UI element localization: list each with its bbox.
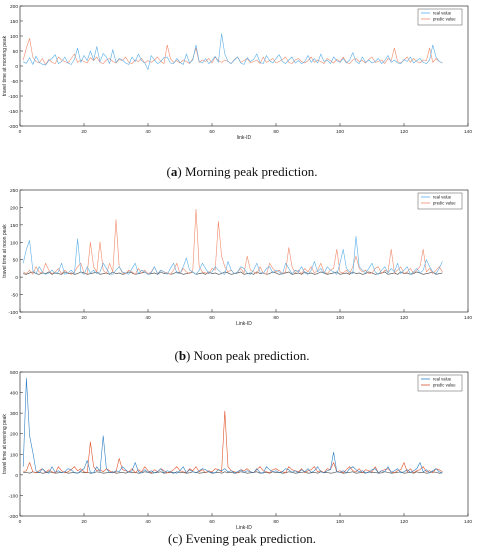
x-tick-label: 20 — [81, 315, 87, 321]
x-tick-label: 120 — [400, 129, 408, 135]
y-tick-label: 300 — [10, 411, 18, 417]
y-tick-label: -100 — [8, 493, 18, 499]
y-tick-label: 500 — [10, 370, 18, 376]
y-tick-label: 100 — [10, 240, 18, 246]
x-tick-label: 120 — [400, 519, 408, 525]
x-tick-label: 80 — [273, 315, 279, 321]
y-tick-label: 0 — [15, 275, 18, 281]
x-tick-label: 80 — [273, 129, 279, 135]
x-tick-label: 80 — [273, 519, 279, 525]
x-tick-label: 20 — [81, 129, 87, 135]
legend-entry: real value — [433, 195, 452, 200]
caption-a: (a) Morning peak prediction. — [166, 164, 318, 179]
y-tick-label: 250 — [10, 188, 18, 194]
x-axis-label: Link-ID — [236, 321, 252, 327]
x-tick-label: 0 — [19, 519, 22, 525]
y-tick-label: -100 — [8, 310, 18, 316]
series-line-predic-value — [23, 410, 443, 474]
caption-b: (b) Noon peak prediction. — [174, 348, 310, 363]
x-tick-label: 60 — [209, 129, 215, 135]
plot-frame — [19, 371, 469, 517]
y-axis-label: travel time at morning peak — [2, 35, 8, 96]
morning-peak-chart: -200 -150 -100 -50 0 50 100 150 200 0 20 40 60 80 100 1… — [2, 4, 472, 141]
x-tick-label: 60 — [209, 519, 215, 525]
x-tick-label: 140 — [464, 519, 472, 525]
series-line-unlabeled — [23, 271, 443, 275]
x-tick-label: 100 — [336, 519, 344, 525]
caption-c: (c) Evening peak prediction. — [168, 531, 316, 546]
x-tick-label: 120 — [400, 315, 408, 321]
legend-entry: predic value — [433, 17, 456, 22]
noon-peak-chart: -100 -50 0 50 100 150 200 250 0 20 40 60 80 100 120 140… — [2, 188, 472, 327]
y-axis-label: travel time at noon peak — [2, 224, 8, 278]
series-line-real-value — [22, 377, 443, 474]
x-tick-label: 40 — [145, 129, 151, 135]
y-tick-label: 0 — [15, 473, 18, 479]
y-tick-label: 100 — [10, 34, 18, 40]
series-line-real-value — [23, 33, 443, 70]
y-tick-label: 200 — [10, 432, 18, 438]
y-tick-label: 400 — [10, 391, 18, 397]
x-axis-label: Link-ID — [236, 525, 252, 530]
series-line-real-value — [22, 236, 443, 275]
y-tick-label: 200 — [10, 205, 18, 211]
x-tick-label: 40 — [145, 519, 151, 525]
legend-entry: predic value — [433, 201, 456, 206]
y-tick-label: -100 — [8, 94, 18, 100]
x-axis-label: link-ID — [237, 135, 252, 141]
y-tick-label: 50 — [13, 258, 19, 264]
y-tick-label: 50 — [13, 49, 19, 55]
x-tick-label: 40 — [145, 315, 151, 321]
y-tick-label: -50 — [11, 293, 18, 299]
x-tick-label: 140 — [464, 315, 472, 321]
x-tick-label: 140 — [464, 129, 472, 135]
x-tick-label: 100 — [336, 315, 344, 321]
x-tick-label: 100 — [336, 129, 344, 135]
legend-entry: real value — [433, 377, 452, 382]
y-tick-label: 200 — [10, 4, 18, 10]
y-tick-label: 100 — [10, 452, 18, 458]
x-tick-label: 60 — [209, 315, 215, 321]
y-tick-label: -50 — [11, 79, 18, 85]
y-tick-label: 150 — [10, 223, 18, 229]
y-axis-label: travel time at evening peak — [2, 414, 8, 474]
plot-frame — [19, 5, 469, 127]
plot-frame — [19, 189, 469, 313]
y-tick-label: 150 — [10, 19, 18, 25]
evening-peak-chart: -200 -100 0 100 200 300 400 500 0 20 40 60 80 100 120 1… — [2, 370, 472, 530]
x-tick-label: 0 — [19, 129, 22, 135]
y-tick-label: -200 — [8, 124, 18, 130]
y-tick-label: 0 — [15, 64, 18, 70]
y-tick-label: -200 — [8, 514, 18, 520]
x-tick-label: 0 — [19, 315, 22, 321]
x-tick-label: 20 — [81, 519, 87, 525]
legend-entry: real value — [433, 11, 452, 16]
y-tick-label: -150 — [8, 109, 18, 115]
legend-entry: predic value — [433, 383, 456, 388]
